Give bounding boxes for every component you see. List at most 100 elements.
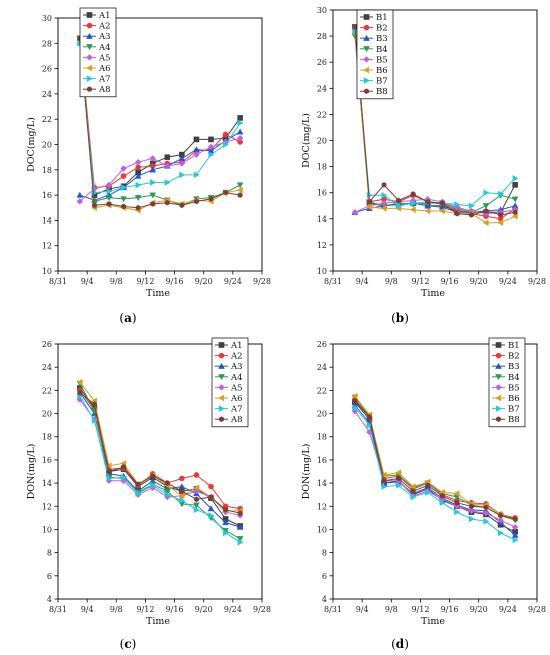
y-tick-label: 26: [42, 65, 52, 74]
legend-marker: [219, 416, 224, 423]
legend-item-B1: B1: [492, 341, 520, 351]
panel-label-c: (c): [120, 637, 137, 651]
plot-frame: [57, 343, 263, 600]
data-point-A4: [163, 488, 171, 495]
legend-label: B7: [376, 77, 388, 87]
data-point-B5: [511, 523, 519, 531]
legend-label: A1: [230, 341, 243, 351]
legend-box: [488, 337, 526, 428]
data-point-B6: [395, 469, 402, 476]
x-tick-label: 9/4: [81, 277, 94, 286]
series-line-A4: [79, 383, 241, 540]
data-point-A5: [164, 162, 171, 170]
data-point-A8: [208, 494, 214, 500]
series-A8: [77, 389, 243, 517]
data-point-A8: [91, 401, 97, 408]
legend-label: B8: [508, 415, 520, 425]
panel-label-a: (a): [119, 311, 136, 325]
data-point-B7: [366, 421, 373, 429]
data-point-B6: [409, 206, 416, 213]
legend-item-B8: B8: [492, 415, 520, 425]
y-tick-label: 18: [42, 433, 52, 442]
data-point-A8: [179, 488, 185, 495]
x-tick-label: 8/31: [324, 277, 342, 286]
legend-item-A7: A7: [215, 405, 243, 415]
series-A8: [77, 35, 243, 211]
legend-label: B4: [376, 45, 388, 55]
data-point-A1: [237, 115, 243, 121]
y-tick-label: 18: [42, 166, 52, 175]
x-tick-label: 9/12: [411, 605, 429, 614]
data-point-B7: [381, 191, 388, 199]
x-tick-label: 9/24: [499, 277, 517, 286]
data-point-B8: [381, 182, 387, 188]
data-point-A7: [222, 141, 229, 148]
data-point-B6: [366, 203, 373, 211]
legend-item-B5: B5: [360, 55, 388, 65]
legend-label: A4: [98, 43, 111, 53]
x-tick-label: 9/8: [110, 605, 123, 614]
data-point-B7: [512, 536, 519, 544]
x-tick-label: 9/16: [441, 605, 459, 614]
data-point-A8: [150, 201, 156, 207]
data-point-B7: [468, 515, 475, 523]
y-tick-label: 26: [317, 58, 327, 67]
x-tick-label: 8/31: [49, 277, 67, 286]
data-point-A8: [164, 480, 170, 486]
legend-item-B5: B5: [492, 383, 520, 393]
y-axis-label: DOC(mg/L): [301, 113, 312, 168]
y-tick-label: 30: [317, 6, 327, 15]
legend-marker: [363, 24, 370, 31]
legend-marker: [495, 342, 502, 348]
data-point-B6: [409, 483, 416, 490]
data-point-B8: [439, 200, 445, 206]
data-point-B4: [511, 196, 519, 203]
legend-label: A2: [230, 352, 243, 362]
data-point-A4: [236, 536, 244, 543]
data-point-A4: [193, 502, 200, 509]
data-point-B8: [483, 504, 489, 511]
data-point-A7: [193, 171, 200, 179]
x-tick-label: 9/20: [470, 277, 488, 286]
data-point-A2: [179, 475, 185, 482]
y-tick-label: 12: [42, 502, 52, 511]
legend-marker: [495, 384, 502, 391]
x-tick-label: 9/28: [253, 605, 271, 614]
legend-marker: [218, 352, 225, 359]
data-point-A8: [121, 203, 127, 210]
data-point-A8: [223, 506, 229, 513]
data-point-A5: [120, 165, 127, 172]
x-tick-label: 9/24: [224, 605, 242, 614]
y-tick-label: 10: [317, 525, 327, 534]
data-point-A7: [150, 179, 157, 186]
data-point-B7: [483, 189, 490, 197]
data-point-B8: [425, 482, 431, 489]
y-tick-label: 14: [317, 479, 327, 488]
y-tick-label: 24: [317, 363, 327, 372]
legend-label: B3: [376, 34, 388, 44]
data-point-B7: [425, 489, 432, 496]
data-point-A7: [208, 512, 215, 519]
data-point-A8: [164, 199, 170, 206]
legend-label: A6: [98, 64, 111, 74]
data-point-B8: [468, 212, 474, 218]
data-point-B8: [396, 197, 402, 204]
data-point-A7: [237, 538, 244, 546]
y-tick-label: 20: [42, 141, 52, 150]
data-point-A3: [222, 519, 229, 526]
legend-label: B7: [508, 405, 520, 415]
legend-marker: [218, 362, 225, 369]
x-axis-label: Time: [421, 616, 445, 627]
y-tick-label: 18: [317, 163, 327, 172]
data-point-B7: [497, 529, 504, 537]
data-point-B7: [395, 482, 402, 489]
y-tick-label: 22: [42, 386, 52, 395]
data-point-A8: [208, 196, 214, 202]
legend-label: A1: [98, 11, 111, 21]
data-point-A8: [135, 481, 141, 488]
legend-item-A4: A4: [83, 43, 111, 53]
x-tick-label: 9/8: [385, 605, 398, 614]
legend-marker: [363, 34, 370, 41]
x-tick-label: 9/24: [499, 605, 517, 614]
